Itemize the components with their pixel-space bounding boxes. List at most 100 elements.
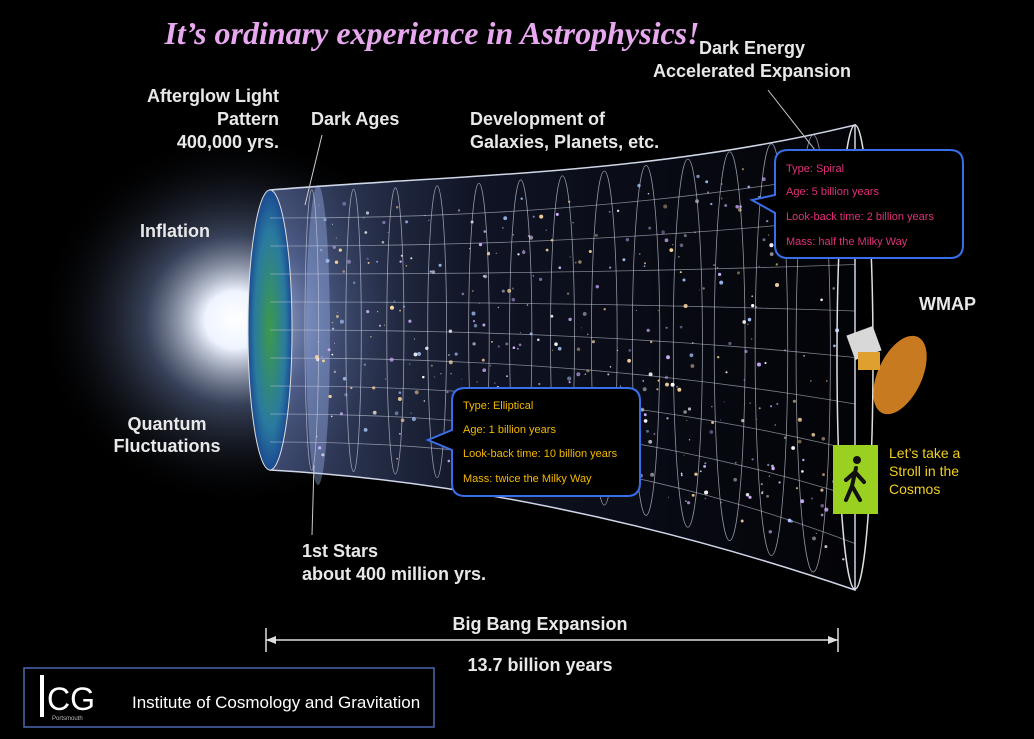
galaxy-dot [486,252,491,256]
galaxy-dot [616,349,619,352]
galaxy-dot [667,496,670,498]
galaxy-dot [767,463,770,467]
galaxy-dot [711,420,715,425]
galaxy-dot [769,243,774,248]
galaxy-dot [742,320,747,324]
galaxy-dot [461,378,463,380]
link-text[interactable]: Stroll in the [889,463,959,479]
galaxy-dot [747,323,749,325]
galaxy-dot [397,397,402,401]
galaxy-dot [448,329,453,333]
galaxy-dot [350,386,353,390]
galaxy-dot [694,231,696,234]
galaxy-dot [691,493,695,497]
galaxy-dot [414,390,419,395]
galaxy-dot [705,180,709,184]
galaxy-dot [740,519,744,523]
galaxy-dot [820,513,824,517]
galaxy-dot [526,304,529,306]
galaxy-dot [750,338,753,340]
galaxy-dot [470,220,474,224]
galaxy-dot [647,192,650,195]
galaxy-dot [784,349,786,352]
callout-spiral[interactable]: Type: Spiral Age: 5 billion years Look-b… [749,149,964,259]
galaxy-dot [791,446,795,450]
galaxy-dot [393,300,396,303]
galaxy-dot [413,338,415,340]
expansion-cone [269,124,856,592]
dark-ages-label: Dark Ages [311,109,399,129]
slide-title: It’s ordinary experience in Astrophysics… [163,15,699,51]
galaxy-dot [738,208,742,212]
galaxy-dot [489,365,492,367]
galaxy-dot [417,351,422,356]
galaxy-dot [803,355,805,357]
galaxy-dot [400,254,403,257]
galaxy-dot [756,418,758,420]
callout-line: Age: 5 billion years [786,186,879,198]
galaxy-dot [751,303,755,308]
galaxy-dot [385,378,387,380]
link-text[interactable]: Let’s take a [889,445,961,461]
galaxy-dot [395,206,399,209]
cone-grid [269,134,856,573]
galaxy-dot [520,197,523,200]
galaxy-dot [476,381,478,383]
galaxy-dot [446,390,449,394]
galaxy-dot [537,338,540,342]
galaxy-dot [447,459,451,463]
stroll-link[interactable]: Let’s take a Stroll in the Cosmos [833,445,961,514]
galaxy-dot [832,287,835,290]
galaxy-dot [800,499,805,504]
galaxy-dot [578,260,582,264]
grid-ring [713,151,746,541]
grid-ring [591,170,618,506]
galaxy-dot [683,454,685,456]
galaxy-dot [768,475,771,477]
grid-ring [672,158,703,528]
galaxy-dot [820,488,824,492]
logo-name: Institute of Cosmology and Gravitation [132,693,420,712]
galaxy-dot [335,237,337,239]
galaxy-dot [512,233,515,236]
link-text[interactable]: Cosmos [889,481,940,497]
grid-line [269,171,856,219]
galaxy-dot [472,319,476,323]
galaxy-dot [468,247,471,250]
galaxy-dot [413,352,418,357]
galaxy-dot [677,255,680,258]
galaxy-dot [502,227,504,229]
galaxy-dot [680,472,683,475]
galaxy-dot [334,260,339,264]
galaxy-dot [430,364,433,367]
galaxy-dot [756,362,762,367]
galaxy-dot [713,264,716,267]
galaxy-dot [532,215,535,218]
grid-line [269,357,856,405]
galaxy-dot [609,266,612,269]
galaxy-dot [478,302,480,304]
galaxy-dot [387,231,389,233]
galaxy-dot [483,230,487,233]
galaxy-dot [769,252,774,256]
galaxy-dot [327,348,331,352]
galaxy-dot [582,311,587,316]
galaxy-dot [680,474,683,477]
galaxy-dot [378,324,382,327]
galaxy-dot [646,429,649,433]
galaxy-dot [325,258,330,263]
galaxy-dot [657,379,660,382]
first-stars-band [306,185,330,485]
galaxy-dot [314,355,319,359]
galaxy-dot [760,483,763,486]
callout-elliptical[interactable]: Type: Elliptical Age: 1 billion years Lo… [425,387,641,497]
galaxy-dot [663,204,668,209]
galaxy-dot [494,382,496,384]
galaxy-dot [405,220,409,224]
galaxy-dot [333,370,337,374]
galaxy-dot [538,277,543,282]
galaxy-dot [471,311,476,316]
galaxy-dot [376,260,379,263]
galaxy-dot [795,487,799,490]
galaxy-dot [687,501,691,505]
